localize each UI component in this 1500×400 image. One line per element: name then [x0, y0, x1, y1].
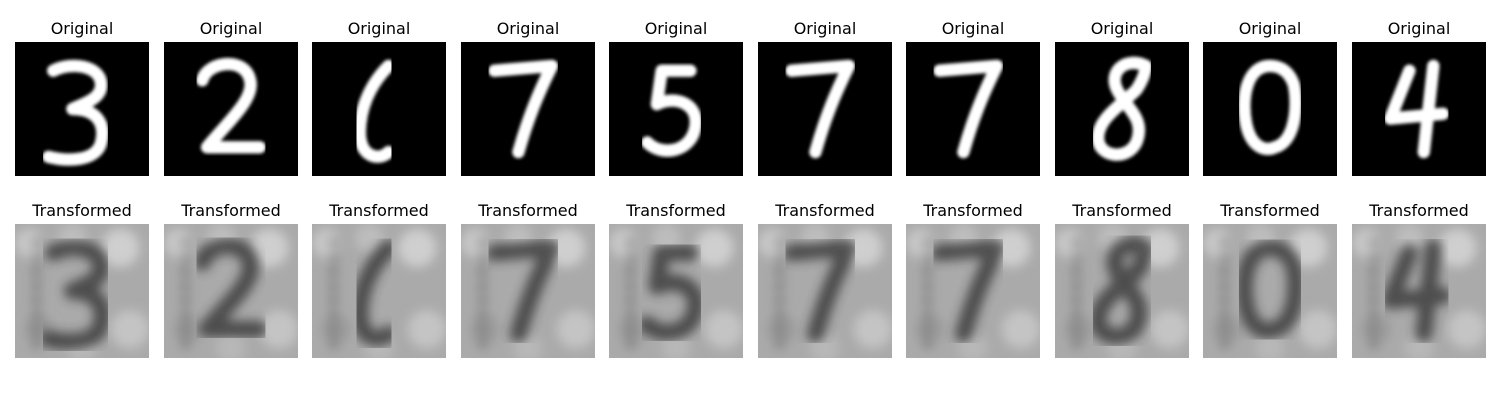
panel-caption: Original — [941, 19, 1005, 38]
transformed-digit-image — [1203, 224, 1337, 358]
transformed-digit-image — [312, 224, 446, 358]
panel-caption: Transformed — [626, 201, 726, 220]
original-digit-image — [1055, 42, 1189, 176]
original-digit-image — [1203, 42, 1337, 176]
panel-caption: Original — [793, 19, 857, 38]
panel-caption: Original — [496, 19, 560, 38]
original-digit-image — [312, 42, 446, 176]
panel-caption: Transformed — [478, 201, 578, 220]
original-digit-image — [15, 42, 149, 176]
transformed-digit-image — [1055, 224, 1189, 358]
panel-caption: Original — [644, 19, 708, 38]
transformed-digit-image — [758, 224, 892, 358]
original-digit-image — [164, 42, 298, 176]
panel-caption: Transformed — [1072, 201, 1172, 220]
panel-caption: Transformed — [1369, 201, 1469, 220]
transformed-digit-image — [15, 224, 149, 358]
panel-caption: Transformed — [32, 201, 132, 220]
original-digit-image — [758, 42, 892, 176]
original-digit-image — [461, 42, 595, 176]
panel-caption: Transformed — [923, 201, 1023, 220]
panel-caption: Transformed — [329, 201, 429, 220]
panel-caption: Original — [50, 19, 114, 38]
panel-caption: Transformed — [181, 201, 281, 220]
transformed-digit-image — [609, 224, 743, 358]
panel-caption: Original — [347, 19, 411, 38]
original-digit-image — [1352, 42, 1486, 176]
original-digit-image — [906, 42, 1040, 176]
transformed-digit-image — [1352, 224, 1486, 358]
original-digit-image — [609, 42, 743, 176]
panel-caption: Transformed — [1220, 201, 1320, 220]
panel-caption: Original — [1387, 19, 1451, 38]
panel-caption: Original — [199, 19, 263, 38]
transformed-digit-image — [461, 224, 595, 358]
panel-caption: Original — [1238, 19, 1302, 38]
transformed-digit-image — [164, 224, 298, 358]
transformed-digit-image — [906, 224, 1040, 358]
panel-caption: Transformed — [775, 201, 875, 220]
panel-caption: Original — [1090, 19, 1154, 38]
